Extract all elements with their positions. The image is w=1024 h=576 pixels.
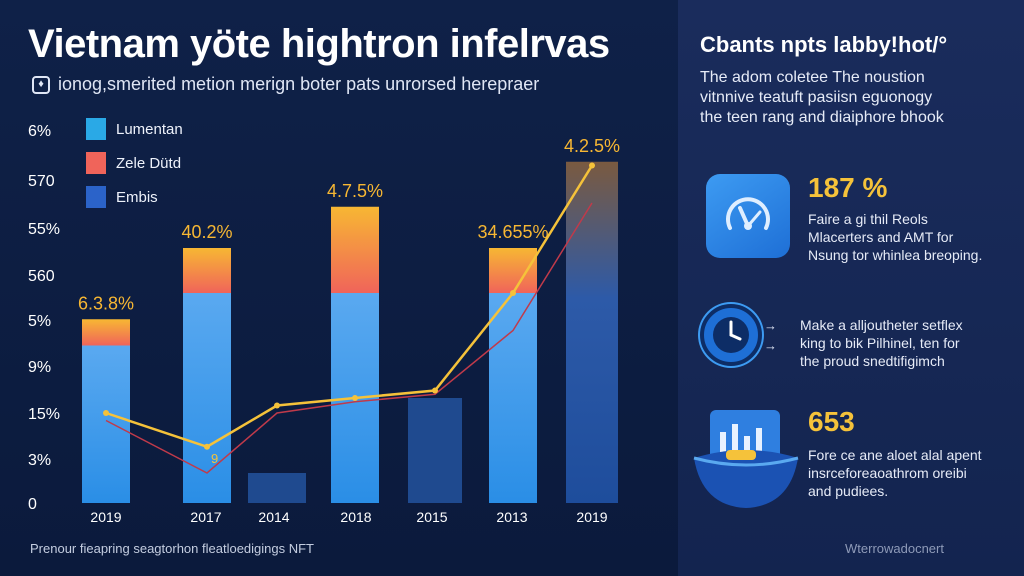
stat-line: Nsung tor whinlea breoping. (808, 247, 983, 263)
legend-item: Lumentan (86, 118, 183, 140)
legend-swatch (86, 186, 106, 208)
stat-line: and pudiees. (808, 483, 889, 499)
subtitle: ionog,smerited metion merign boter pats … (58, 74, 540, 94)
trend-line-secondary (105, 202, 593, 474)
stat-line: the proud snedtifigimch (800, 353, 945, 369)
bar-top-segment (82, 319, 130, 346)
bar-segment (408, 398, 462, 503)
bar-value-label: 6.3.8% (78, 293, 134, 313)
x-tick-label: 2018 (340, 509, 371, 525)
stat-description: Faire a gi thil Reols Mlacerters and AMT… (808, 210, 982, 264)
bar-value-label: 34.655% (477, 222, 548, 242)
desc-line: the teen rang and diaiphore bhook (700, 109, 944, 126)
desc-line: The adom coletee The noustion (700, 69, 925, 86)
bar-top-segment (331, 206, 379, 293)
trend-marker-label: 9 (211, 451, 218, 466)
bar-segment (566, 161, 618, 503)
bar-value-label: 4.7.5% (327, 181, 383, 201)
chart-bowl-icon (693, 410, 799, 508)
stat-line: insrceforeaoathrom oreibi (808, 465, 967, 481)
trend-point (204, 443, 210, 450)
x-tick-label: 2014 (258, 509, 289, 525)
bar-top-segment (489, 248, 537, 293)
legend-label: Embis (116, 188, 158, 206)
bar-segment (82, 345, 130, 503)
stat-line: king to bik Pilhinel, ten for (800, 335, 960, 351)
legend-swatch (86, 118, 106, 140)
bar-top-segment (183, 248, 231, 293)
desc-line: vitnnive teatuft pasiisn eguonogy (700, 89, 933, 106)
page-title: Vietnam yöte hightron infelrvas (28, 22, 610, 66)
x-tick-label: 2019 (576, 509, 607, 525)
stat-line: Make a alljoutheter setflex (800, 317, 963, 333)
side-panel-title: Cbants npts labby!hot/° (700, 32, 948, 57)
trend-point (103, 410, 109, 416)
gauge-icon (706, 174, 790, 258)
legend-item: Zele Dütd (86, 152, 183, 174)
side-panel-description: The adom coletee The noustion vitnnive t… (700, 68, 1010, 128)
trend-point (432, 387, 438, 394)
y-tick-label: 0 (28, 496, 37, 513)
stat-line: Mlacerters and AMT for (808, 229, 954, 245)
bar-chart: 6% 570 55% 560 5% 9% 15% 3% 0 9 6.3.8% 40.2% 4.7.5… (28, 123, 620, 525)
legend-label: Lumentan (116, 120, 183, 138)
subtitle-row: ♦ ionog,smerited metion merign boter pat… (32, 74, 539, 95)
x-tick-label: 2017 (190, 509, 221, 525)
stat-description: Make a alljoutheter setflex king to bik … (800, 316, 963, 370)
footer-note: Prenour fieapring seagtorhon fleatloedig… (30, 541, 315, 556)
y-tick-label: 9% (28, 359, 51, 376)
y-tick-label: 55% (28, 221, 60, 238)
legend-item: Embis (86, 186, 183, 208)
trend-point (510, 290, 516, 296)
footer-watermark: Wterrowadocnert (845, 541, 944, 556)
y-tick-label: 15% (28, 406, 60, 423)
y-tick-label: 5% (28, 313, 51, 330)
y-tick-label: 6% (28, 123, 51, 140)
y-tick-label: 560 (28, 268, 55, 285)
legend: Lumentan Zele Dütd Embis (86, 118, 183, 208)
stat-line: Faire a gi thil Reols (808, 211, 928, 227)
x-tick-label: 2015 (416, 509, 447, 525)
bar-segment (489, 293, 537, 503)
clock-icon (700, 304, 762, 366)
stat-number: 653 (808, 406, 855, 437)
legend-label: Zele Dütd (116, 154, 182, 172)
trend-point (589, 162, 595, 169)
y-tick-label: 570 (28, 173, 55, 190)
shield-icon: ♦ (32, 75, 50, 94)
stat-line: Fore ce ane aloet alal apent (808, 447, 982, 463)
y-tick-label: 3% (28, 452, 51, 469)
stat-description: Fore ce ane aloet alal apent insrceforea… (808, 446, 982, 500)
stat-number: 187 % (808, 172, 888, 203)
x-tick-label: 2013 (496, 509, 527, 525)
arrow-right-icon: → → (764, 318, 777, 353)
bar-value-label: 40.2% (181, 222, 232, 242)
bar-value-label: 4.2.5% (564, 136, 620, 156)
trend-point (352, 395, 358, 401)
legend-swatch (86, 152, 106, 174)
x-tick-label: 2019 (90, 509, 121, 525)
bar-segment (248, 473, 306, 503)
trend-point (274, 402, 280, 409)
bar-segment (183, 293, 231, 503)
